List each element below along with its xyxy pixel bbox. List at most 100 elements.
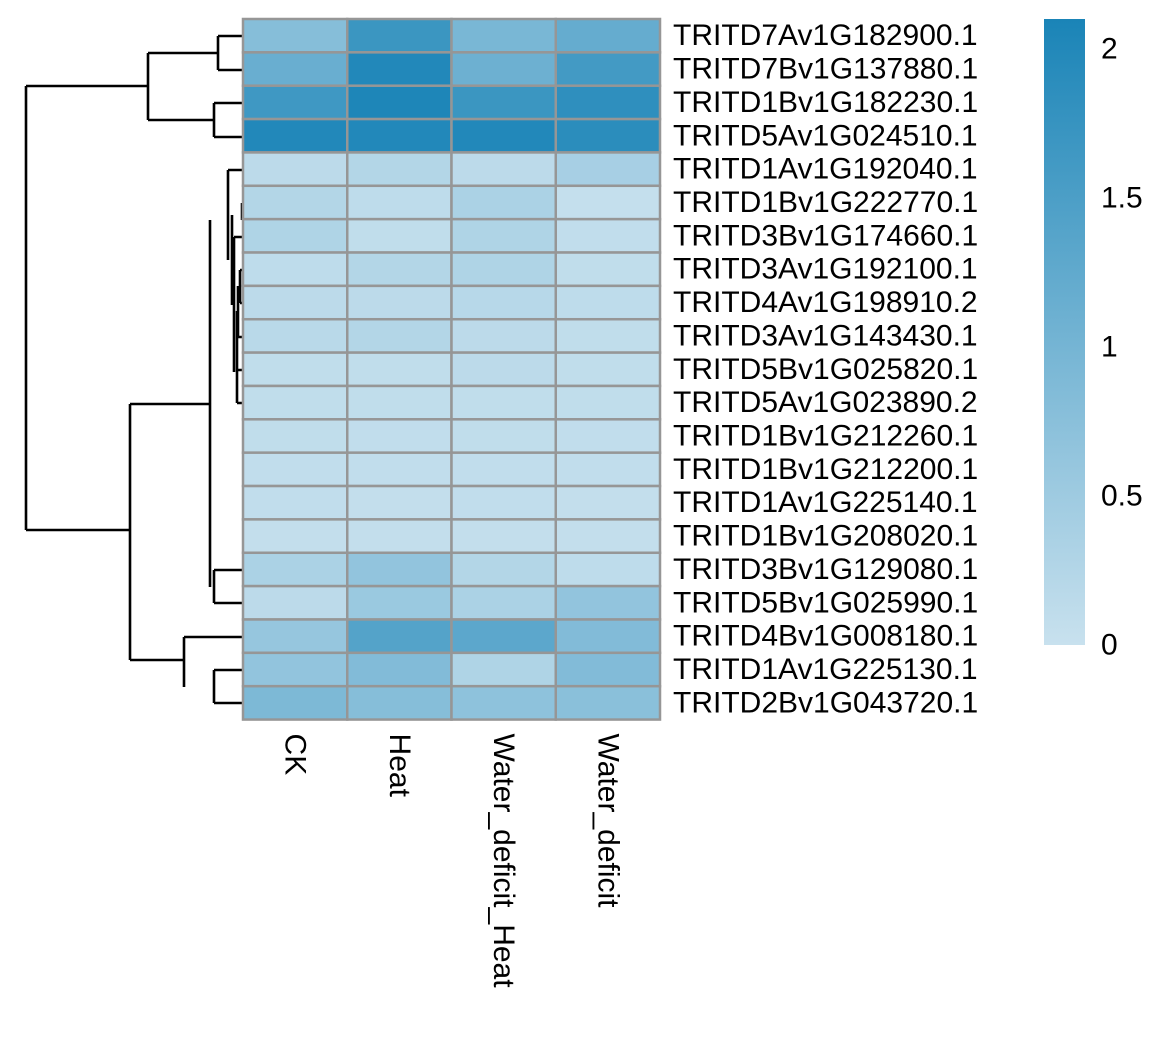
heatmap-cell [554, 84, 662, 121]
heatmap-cell [241, 117, 349, 154]
heatmap-cell [554, 51, 662, 87]
heatmap-cell [241, 17, 349, 54]
legend-tick-label: 0.5 [1101, 479, 1143, 512]
heatmap-cell [450, 518, 557, 555]
heatmap-cell [241, 351, 349, 388]
row-label: TRITD7Av1G182900.1 [673, 19, 978, 52]
row-label: TRITD5Av1G023890.2 [673, 386, 978, 419]
heatmap-cell [450, 251, 557, 288]
row-label: TRITD5Bv1G025820.1 [673, 353, 978, 386]
heatmap-cell [241, 618, 349, 655]
row-dendrogram [24, 34, 244, 705]
heatmap-cell [346, 551, 453, 588]
heatmap-cell [346, 518, 453, 555]
heatmap-cell [346, 651, 453, 688]
row-label: TRITD3Av1G143430.1 [673, 319, 978, 352]
row-label: TRITD2Bv1G043720.1 [673, 686, 978, 719]
heatmap-cell [241, 151, 349, 188]
heatmap-cell [241, 551, 349, 588]
heatmap-cell [450, 284, 557, 321]
row-label: TRITD1Bv1G212260.1 [673, 420, 978, 453]
heatmap-cell [450, 418, 557, 454]
heatmap-cell [346, 17, 453, 54]
heatmap-cell [241, 684, 349, 721]
heatmap-cell [346, 451, 453, 488]
heatmap-cell [450, 51, 557, 87]
heatmap-cell [346, 84, 453, 121]
heatmap-cell [450, 217, 557, 254]
heatmap-cell [346, 484, 453, 521]
row-label: TRITD3Bv1G129080.1 [673, 553, 978, 586]
heatmap-cell [554, 618, 662, 655]
heatmap-cell [241, 84, 349, 121]
heatmap-cell [450, 484, 557, 521]
heatmap-cell [554, 251, 662, 288]
heatmap-cell [346, 117, 453, 154]
heatmap-cell [346, 184, 453, 221]
column-label: Water_deficit_Heat [487, 734, 520, 989]
heatmap-cell [241, 451, 349, 488]
heatmap-cell [554, 17, 662, 54]
heatmap-cell [346, 384, 453, 421]
heatmap-cell [450, 184, 557, 221]
row-label: TRITD1Bv1G222770.1 [673, 186, 978, 219]
heatmap-cell [241, 184, 349, 221]
row-label: TRITD1Av1G192040.1 [673, 153, 978, 186]
heatmap-cell [241, 384, 349, 421]
heatmap-cell [554, 117, 662, 154]
heatmap-cell [554, 584, 662, 621]
heatmap-cell [346, 51, 453, 87]
heatmap-cell [241, 51, 349, 87]
heatmap-cell [450, 317, 557, 354]
heatmap-cell [450, 384, 557, 421]
heatmap-cell [554, 151, 662, 188]
heatmap-cell [554, 217, 662, 254]
row-label: TRITD7Bv1G137880.1 [673, 53, 978, 86]
heatmap-cell [241, 217, 349, 254]
row-label: TRITD5Av1G024510.1 [673, 119, 978, 152]
heatmap-cell [554, 684, 662, 721]
color-legend: 0 0.5 1 1.5 2 [1044, 19, 1143, 662]
heatmap-cell [450, 117, 557, 154]
heatmap-cell [346, 418, 453, 454]
heatmap-cell [554, 651, 662, 688]
heatmap-cell [241, 651, 349, 688]
heatmap-cell [554, 384, 662, 421]
row-label: TRITD5Bv1G025990.1 [673, 586, 978, 619]
column-label: Heat [383, 734, 416, 798]
heatmap-cell [346, 351, 453, 388]
heatmap-cell [346, 584, 453, 621]
legend-tick-label: 2 [1101, 32, 1118, 65]
heatmap-cell [554, 284, 662, 321]
row-labels: TRITD7Av1G182900.1TRITD7Bv1G137880.1TRIT… [673, 19, 978, 719]
heatmap-cell [554, 351, 662, 388]
heatmap-cell [450, 151, 557, 188]
row-label: TRITD3Av1G192100.1 [673, 253, 978, 286]
heatmap-cell [241, 584, 349, 621]
heatmap-cell [346, 284, 453, 321]
heatmap-cell [450, 351, 557, 388]
heatmap-cell [241, 418, 349, 454]
heatmap-cell [346, 317, 453, 354]
heatmap-cell [241, 317, 349, 354]
heatmap-cell [450, 84, 557, 121]
heatmap-cell [241, 484, 349, 521]
heatmap-cell [346, 217, 453, 254]
heatmap-cell [554, 551, 662, 588]
heatmap-cell [346, 151, 453, 188]
heatmap-cell [554, 418, 662, 454]
row-label: TRITD1Bv1G182230.1 [673, 86, 978, 119]
heatmap-cells [241, 17, 662, 721]
row-label: TRITD3Bv1G174660.1 [673, 219, 978, 252]
heatmap-cell [450, 17, 557, 54]
row-label: TRITD1Bv1G208020.1 [673, 520, 978, 553]
heatmap-cell [450, 618, 557, 655]
row-label: TRITD4Av1G198910.2 [673, 286, 978, 319]
column-labels: CK Heat Water_deficit_Heat Water_deficit [279, 734, 625, 989]
legend-tick-label: 0 [1101, 629, 1118, 662]
row-label: TRITD1Av1G225140.1 [673, 486, 978, 519]
heatmap-cell [346, 618, 453, 655]
heatmap-cell [450, 651, 557, 688]
dendrogram-branches [24, 34, 244, 705]
